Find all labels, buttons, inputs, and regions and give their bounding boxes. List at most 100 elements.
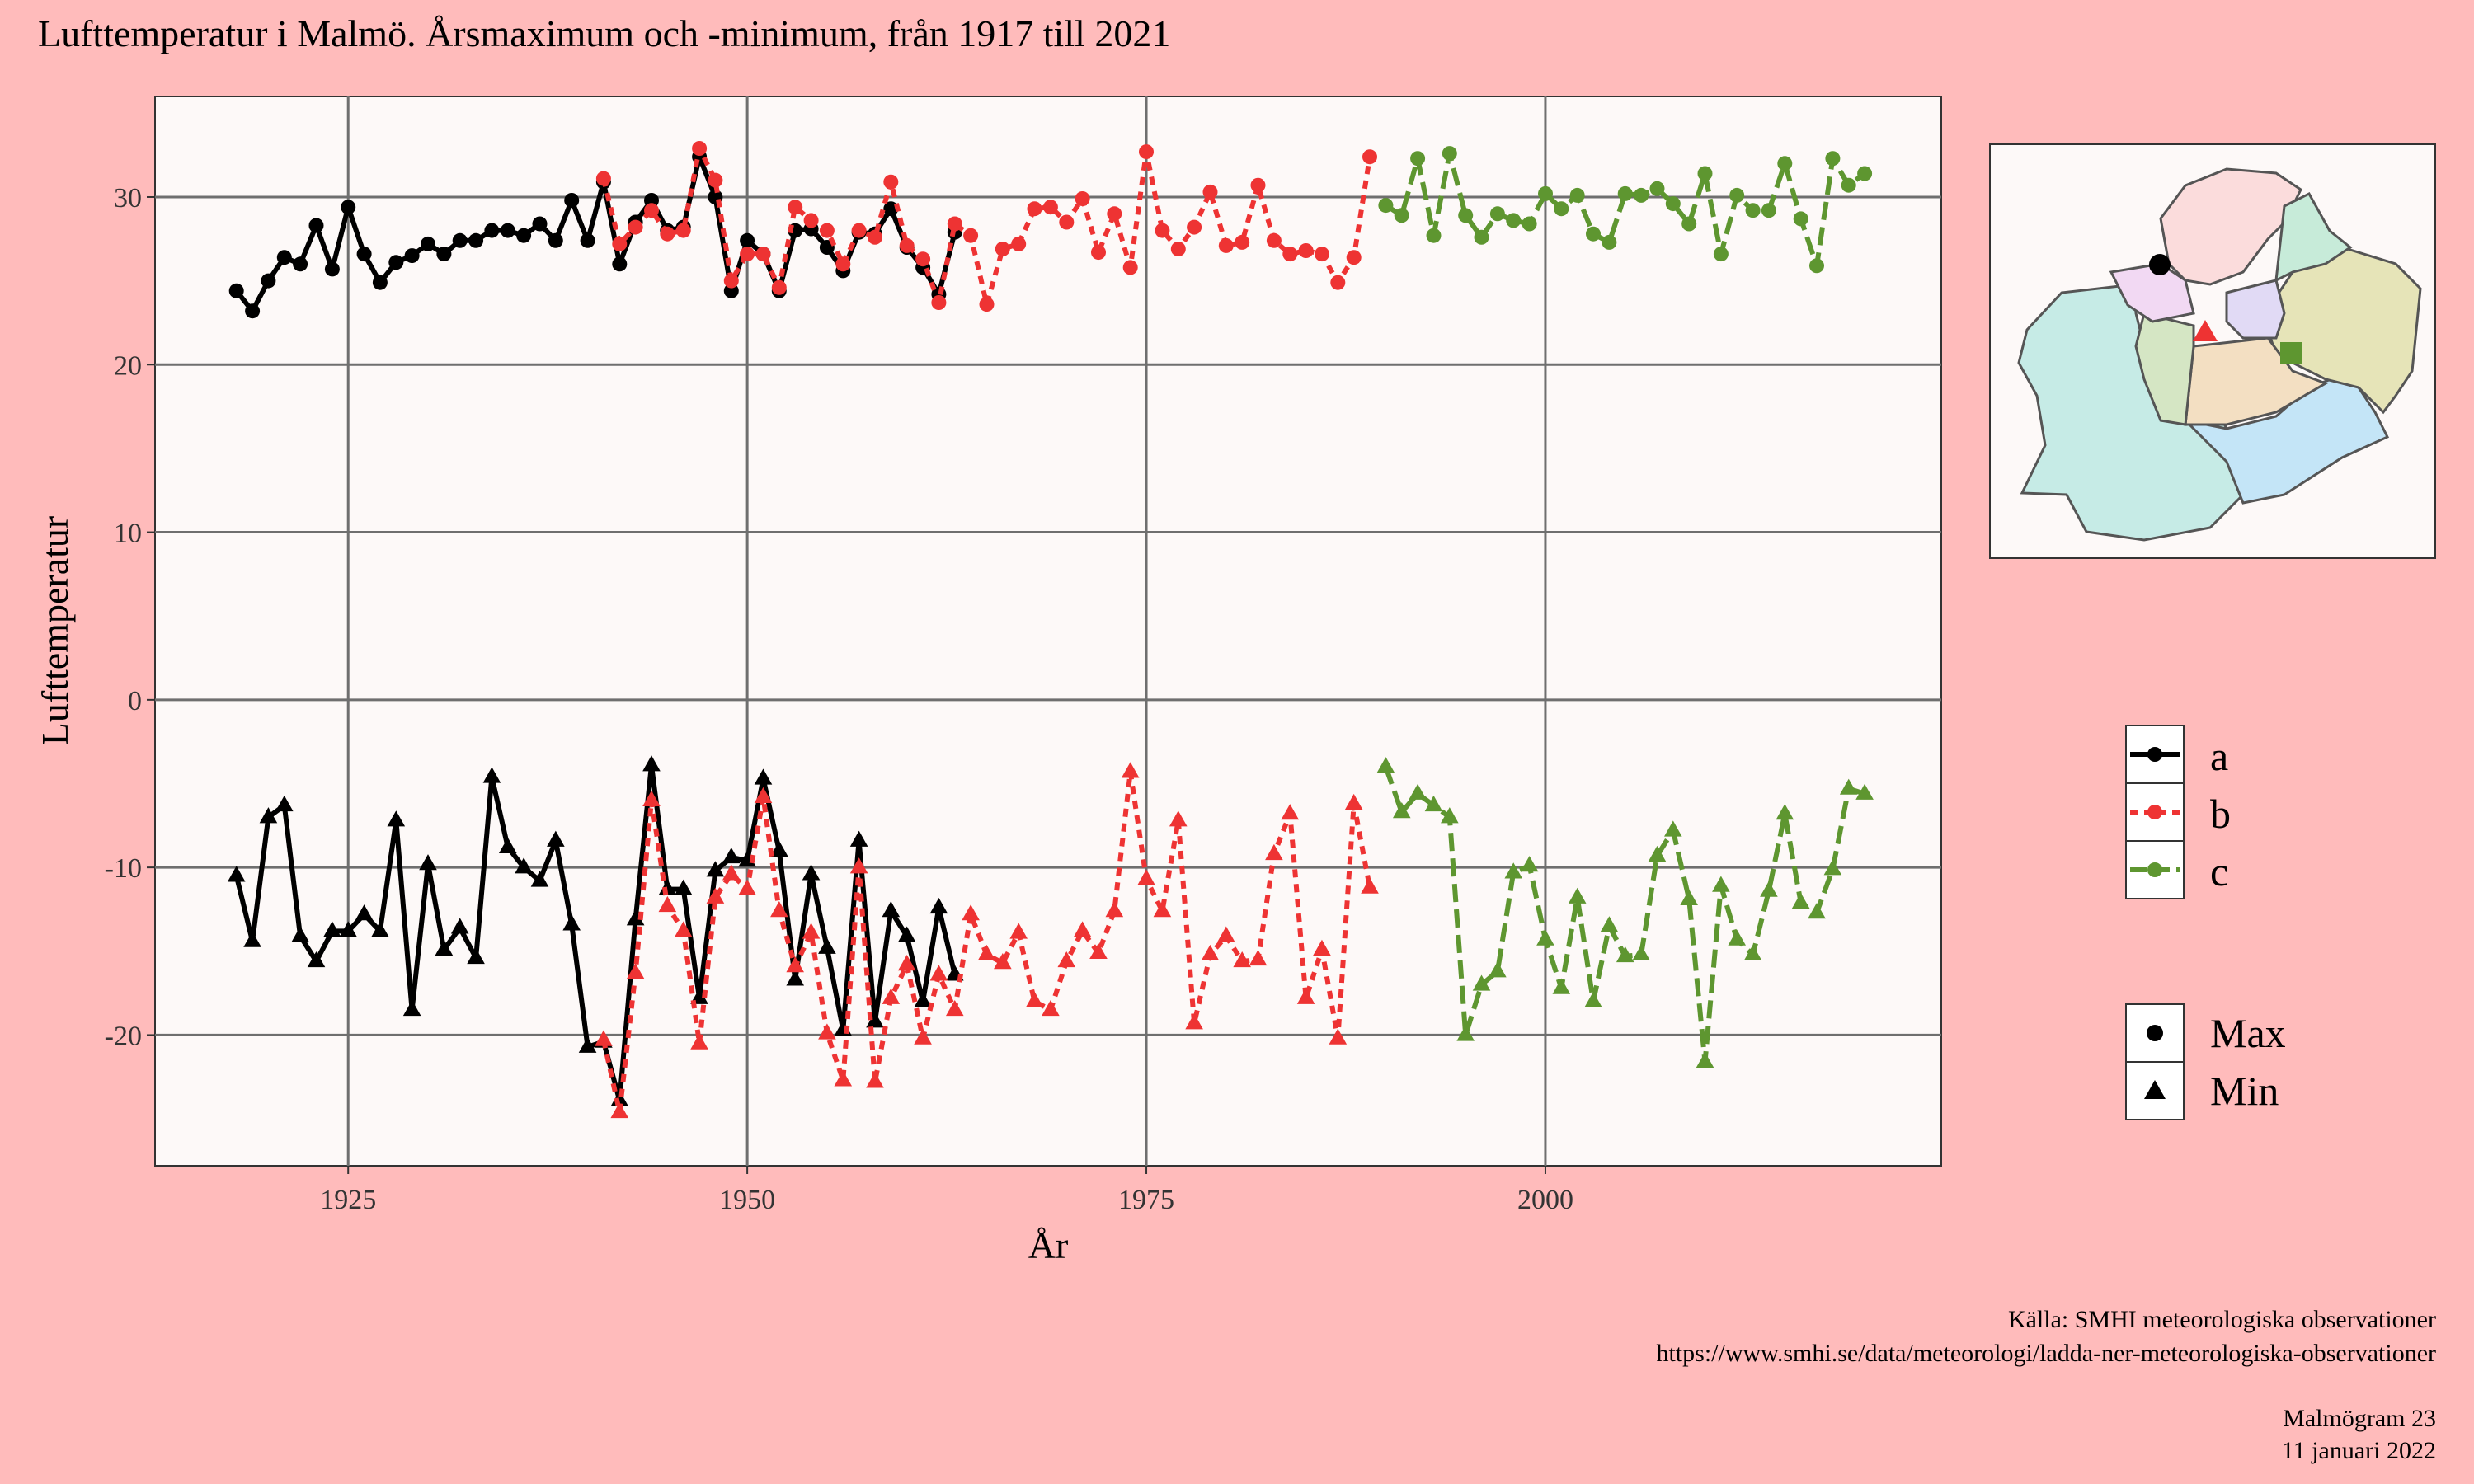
data-point-min — [1520, 856, 1539, 872]
data-point-min — [1281, 804, 1300, 820]
issue-label: Malmögram 23 — [2283, 1405, 2436, 1432]
data-point-max — [1315, 247, 1329, 262]
data-point-min — [1856, 783, 1874, 800]
data-point-min — [1329, 1028, 1348, 1045]
data-point-min — [929, 965, 948, 981]
data-point-max — [883, 174, 899, 190]
data-point-min — [595, 1030, 613, 1046]
data-point-max — [1187, 219, 1202, 235]
data-point-max — [851, 223, 867, 238]
y-tick-label: 30 — [114, 183, 142, 214]
data-point-max — [1586, 226, 1601, 242]
data-point-max — [436, 247, 452, 262]
data-point-max — [1745, 203, 1761, 218]
data-point-min — [786, 956, 804, 973]
legend-label-max: Max — [2210, 1010, 2286, 1056]
data-point-max — [1761, 203, 1776, 218]
data-point-min — [626, 909, 645, 926]
data-point-max — [1218, 237, 1234, 253]
data-point-max — [1298, 243, 1314, 258]
data-point-min — [1201, 944, 1220, 961]
map-district-southwest — [2134, 312, 2195, 426]
data-point-min — [1616, 946, 1634, 963]
data-point-min — [1392, 802, 1411, 819]
data-point-max — [500, 223, 515, 238]
data-point-max — [899, 237, 915, 253]
data-point-min — [897, 955, 916, 971]
data-point-max — [835, 256, 851, 272]
data-point-min — [435, 939, 454, 956]
data-point-min — [722, 864, 741, 881]
source-caption: Källa: SMHI meteorologiska observationer — [2008, 1306, 2436, 1333]
data-point-max — [1122, 260, 1138, 275]
data-point-max — [516, 228, 532, 243]
legend-key-b — [2125, 782, 2185, 842]
data-point-max — [1777, 156, 1793, 171]
data-point-min — [1584, 991, 1602, 1007]
data-point-max — [1107, 206, 1122, 222]
issue-date: 11 januari 2022 — [2282, 1437, 2436, 1464]
data-point-max — [1713, 247, 1729, 262]
data-point-min — [1600, 916, 1619, 932]
y-axis-title: Lufttemperatur — [34, 516, 76, 745]
data-point-max — [612, 236, 628, 251]
legend-stations: a b c — [2125, 725, 2231, 899]
data-point-max — [1857, 166, 1873, 181]
data-point-min — [1743, 944, 1762, 961]
data-point-min — [1313, 939, 1331, 956]
data-point-min — [482, 767, 501, 783]
legend-label-c: c — [2210, 848, 2228, 895]
data-point-min — [547, 830, 565, 847]
data-point-max — [1825, 151, 1841, 167]
data-point-min — [259, 807, 278, 824]
data-point-max — [628, 219, 643, 235]
data-point-max — [660, 226, 675, 242]
data-point-max — [1569, 187, 1585, 203]
data-point-min — [1536, 929, 1554, 946]
data-point-min — [419, 854, 437, 871]
plot-panel — [154, 96, 1942, 1167]
series-c-min — [1376, 757, 1874, 1068]
data-point-min — [1648, 845, 1667, 862]
data-point-min — [1760, 881, 1778, 897]
data-point-min — [1504, 862, 1523, 879]
data-point-min — [849, 857, 868, 874]
x-tick-label: 1975 — [1118, 1185, 1174, 1215]
data-point-max — [1681, 216, 1697, 232]
data-point-max — [1665, 196, 1681, 212]
data-point-max — [324, 261, 340, 277]
series-c-max — [1378, 146, 1873, 274]
data-point-min — [929, 897, 948, 914]
data-point-max — [356, 247, 372, 262]
data-point-max — [1059, 214, 1075, 230]
data-point-max — [819, 223, 835, 238]
legend-kinds: Max Min — [2125, 1003, 2286, 1120]
data-point-max — [388, 255, 404, 270]
legend-key-max — [2125, 1003, 2185, 1063]
data-point-max — [1235, 234, 1250, 250]
data-point-max — [1617, 186, 1633, 201]
legend-label-b: b — [2210, 791, 2231, 837]
data-point-max — [644, 203, 659, 218]
data-point-max — [228, 283, 244, 298]
data-point-max — [580, 232, 595, 248]
data-point-min — [1456, 1025, 1475, 1041]
data-point-max — [931, 295, 947, 310]
data-point-max — [612, 256, 628, 272]
data-point-max — [468, 232, 484, 248]
data-point-max — [1474, 229, 1489, 245]
data-point-min — [227, 866, 246, 882]
data-point-max — [276, 250, 292, 265]
data-point-min — [355, 904, 374, 921]
data-point-max — [1378, 198, 1394, 214]
data-point-min — [1489, 961, 1507, 978]
data-point-min — [1680, 889, 1698, 905]
data-point-max — [532, 216, 548, 232]
data-point-min — [642, 790, 661, 807]
y-tick-label: -10 — [105, 853, 142, 884]
data-point-max — [1330, 275, 1346, 290]
data-point-max — [1522, 216, 1537, 232]
y-tick-label: -20 — [105, 1021, 142, 1051]
data-point-max — [595, 171, 611, 186]
